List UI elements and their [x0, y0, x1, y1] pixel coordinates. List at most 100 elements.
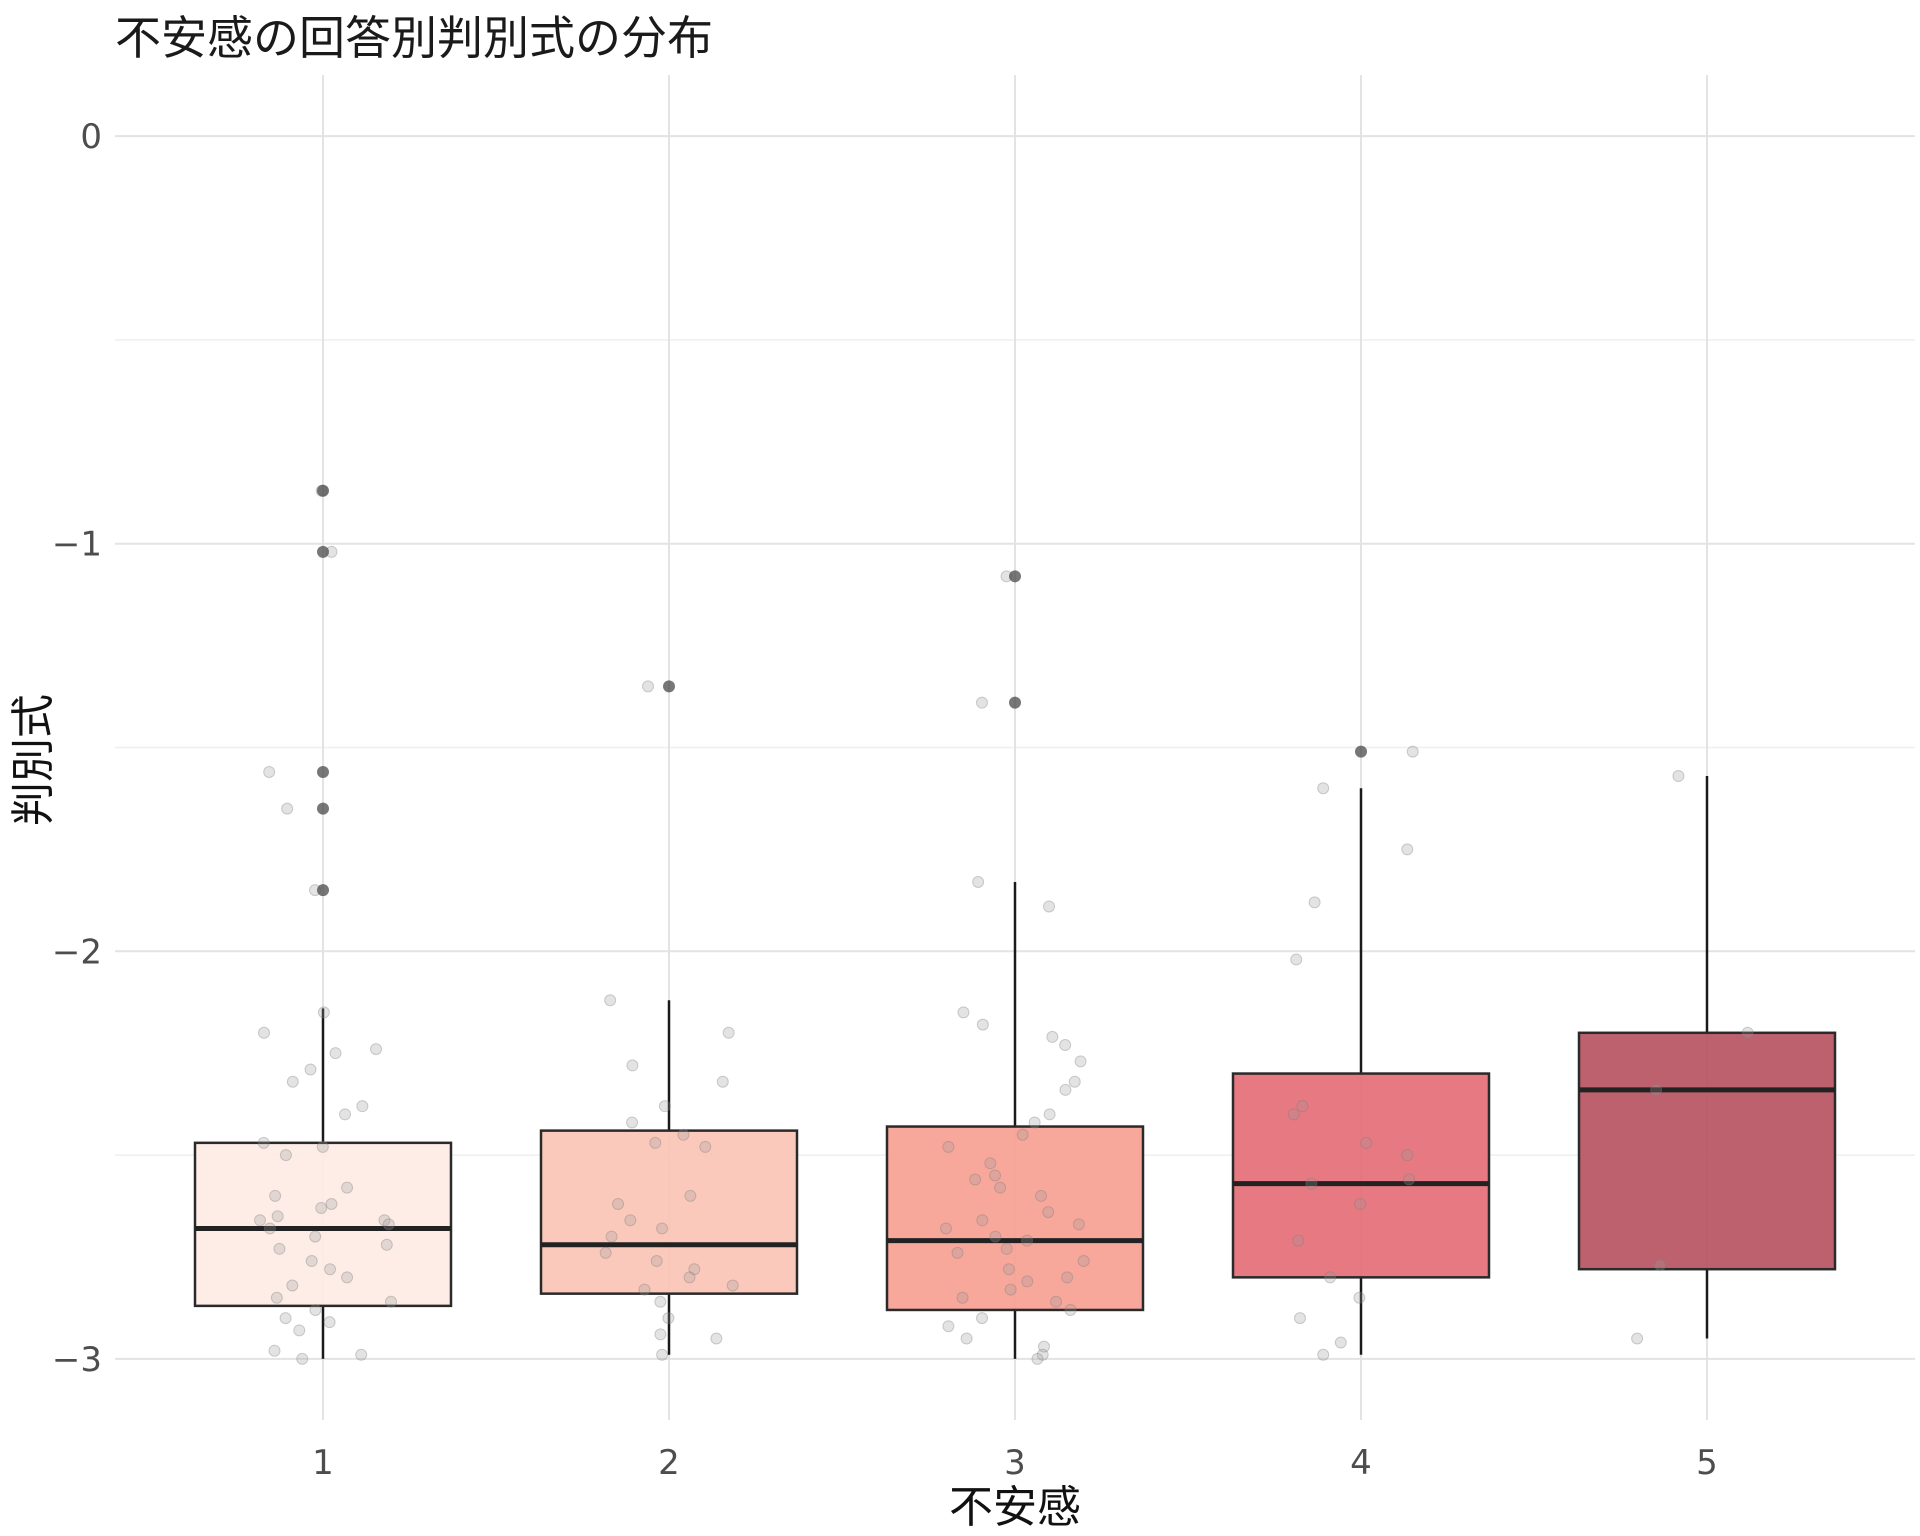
outlier-point [1355, 745, 1367, 758]
chart-title: 不安感の回答別判別式の分布 [115, 11, 713, 65]
data-point [1035, 1189, 1048, 1202]
data-point [1000, 1242, 1013, 1255]
outlier-point [1009, 570, 1021, 583]
data-point [1324, 1271, 1337, 1284]
data-point [341, 1271, 354, 1284]
y-tick-label: 0 [80, 117, 102, 157]
data-point [309, 1303, 322, 1316]
data-point [975, 696, 988, 709]
data-point [1360, 1136, 1373, 1149]
x-tick-label: 1 [312, 1443, 334, 1483]
data-point [654, 1328, 667, 1341]
data-point [254, 1214, 267, 1227]
data-point [263, 765, 276, 778]
box-body [1577, 1031, 1837, 1271]
outlier-point [1009, 696, 1021, 709]
x-axis-title: 不安感 [949, 1482, 1081, 1533]
data-point [1290, 953, 1303, 966]
data-point [293, 1324, 306, 1337]
data-point [1002, 1263, 1015, 1276]
box-1 [193, 1008, 453, 1359]
data-point [271, 1210, 284, 1223]
data-point [324, 1263, 337, 1276]
data-point [279, 1149, 292, 1162]
data-point [1021, 1275, 1034, 1288]
data-point [1037, 1340, 1050, 1353]
data-point [305, 1255, 318, 1268]
data-point [281, 802, 294, 815]
data-point [317, 1006, 330, 1019]
data-point [380, 1238, 393, 1251]
data-point [1061, 1271, 1074, 1284]
data-point [1406, 745, 1419, 758]
y-tick-label: −3 [52, 1340, 102, 1380]
data-point [654, 1295, 667, 1308]
data-point [683, 1271, 696, 1284]
data-point [662, 1312, 675, 1325]
data-point [976, 1214, 989, 1227]
jitter-points [254, 484, 1754, 1365]
data-point [1059, 1039, 1072, 1052]
data-point [605, 1230, 618, 1243]
box-body [885, 1125, 1145, 1312]
data-point [1072, 1218, 1085, 1231]
data-point [268, 1344, 281, 1357]
data-point [1317, 782, 1330, 795]
data-point [699, 1140, 712, 1153]
box-2 [539, 1000, 799, 1355]
data-point [984, 1157, 997, 1170]
data-point [1021, 1234, 1034, 1247]
outlier-point [317, 484, 329, 497]
x-tick-label: 5 [1696, 1443, 1718, 1483]
data-point [257, 1026, 270, 1039]
boxes [193, 776, 1837, 1359]
data-point [273, 1242, 286, 1255]
x-axis-ticks: 1 2 3 4 5 [312, 1443, 1718, 1483]
box-body [193, 1141, 453, 1308]
y-axis-ticks: 0 −1 −2 −3 [52, 117, 102, 1380]
data-point [1354, 1197, 1367, 1210]
data-point [939, 1222, 952, 1235]
data-point [1077, 1255, 1090, 1268]
data-point [976, 1312, 989, 1325]
data-point [951, 1246, 964, 1259]
data-point [1046, 1030, 1059, 1043]
data-point [960, 1332, 973, 1345]
data-point [279, 1312, 292, 1325]
data-point [624, 1214, 637, 1227]
data-point [650, 1255, 663, 1268]
data-point [257, 1136, 270, 1149]
data-point [1650, 1083, 1663, 1096]
data-point [263, 1222, 276, 1235]
data-point [1016, 1128, 1029, 1141]
data-point [1004, 1283, 1017, 1296]
data-point [957, 1006, 970, 1019]
data-point [642, 680, 655, 693]
data-point [1654, 1259, 1667, 1272]
data-point [356, 1100, 369, 1113]
data-point [1305, 1177, 1318, 1190]
data-point [339, 1108, 352, 1121]
data-point [1074, 1055, 1087, 1068]
x-tick-label: 3 [1004, 1443, 1026, 1483]
y-tick-label: −2 [52, 932, 102, 972]
data-point [1059, 1083, 1072, 1096]
data-point [599, 1246, 612, 1259]
outlier-point [317, 884, 329, 897]
data-point [604, 994, 617, 1007]
data-point [989, 1169, 1002, 1182]
data-point [1631, 1332, 1644, 1345]
data-point [956, 1291, 969, 1304]
data-point [677, 1128, 690, 1141]
data-point [989, 1230, 1002, 1243]
data-point [1401, 1149, 1414, 1162]
data-point [1043, 1108, 1056, 1121]
data-point [626, 1059, 639, 1072]
data-point [656, 1348, 669, 1361]
data-point [1293, 1312, 1306, 1325]
data-point [994, 1181, 1007, 1194]
data-point [286, 1279, 299, 1292]
data-point [1064, 1303, 1077, 1316]
data-point [710, 1332, 723, 1345]
